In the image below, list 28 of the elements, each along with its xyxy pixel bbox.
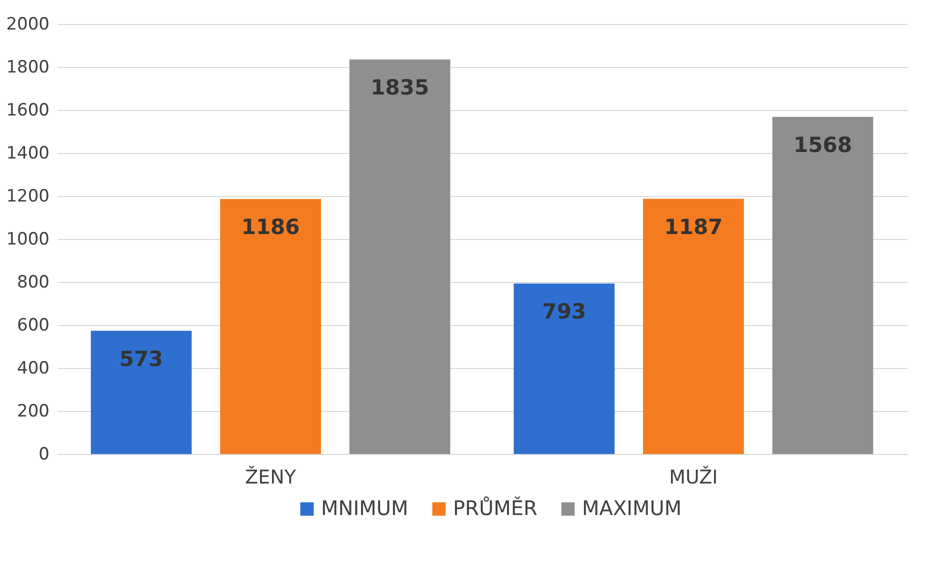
data-label: 1835 — [370, 75, 430, 100]
y-tick-label: 0 — [38, 444, 50, 464]
bar — [220, 199, 321, 454]
legend-label: MAXIMUM — [582, 496, 682, 520]
bar — [514, 284, 615, 454]
y-tick-label: 1200 — [6, 186, 50, 206]
x-tick-label: MUŽI — [669, 466, 718, 488]
data-label: 1568 — [794, 132, 852, 157]
bar — [90, 330, 192, 454]
y-tick-label: 200 — [17, 402, 50, 422]
data-label: 793 — [542, 300, 586, 324]
y-tick-label: 1800 — [6, 58, 50, 78]
x-tick-label: ŽENY — [245, 466, 296, 488]
bar — [643, 198, 744, 454]
y-tick-label: 1000 — [6, 230, 50, 250]
data-label: 573 — [119, 346, 164, 371]
y-tick-label: 400 — [17, 358, 50, 378]
y-tick-label: 800 — [17, 272, 50, 292]
legend-label: MNIMUM — [321, 496, 408, 520]
data-label: 1187 — [664, 214, 723, 239]
legend-label: PRŮMĚR — [453, 496, 538, 520]
y-tick-label: 2000 — [6, 14, 50, 34]
y-tick-label: 1400 — [6, 144, 50, 164]
data-label: 1186 — [241, 215, 300, 240]
y-tick-label: 1600 — [6, 100, 50, 120]
y-tick-label: 600 — [17, 316, 50, 336]
bar — [349, 59, 450, 454]
bar — [772, 116, 874, 454]
